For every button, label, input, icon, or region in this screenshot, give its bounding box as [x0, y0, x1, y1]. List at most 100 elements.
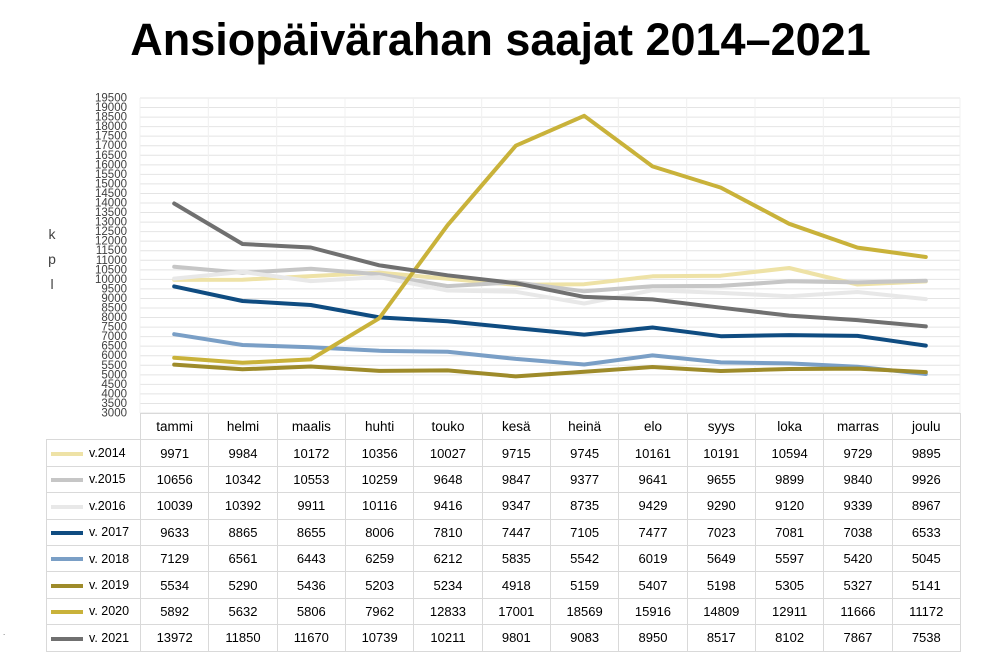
table-cell: 9083: [549, 624, 620, 652]
table-cell: 6259: [344, 544, 415, 573]
table-cell: 10739: [344, 624, 415, 652]
y-axis-label-char: k: [48, 226, 56, 242]
table-row: v. 2018 7129 6561 6443 6259 6212 5835 5542 6019 5…: [46, 544, 961, 573]
legend-entry: v.2015: [46, 465, 141, 494]
table-cell: 7081: [754, 518, 825, 546]
x-tick-label: syys: [686, 412, 756, 441]
x-tick-label: elo: [618, 412, 688, 441]
y-tick-label: 7000: [101, 331, 127, 343]
legend-label: v. 2020: [89, 604, 130, 619]
series-line: [172, 113, 928, 365]
legend-swatch: [51, 636, 83, 641]
table-cell: 10039: [139, 492, 210, 520]
legend-label: v.2014: [89, 446, 126, 461]
y-tick-label: 7500: [101, 322, 127, 334]
table-cell: 10356: [344, 439, 415, 467]
table-cell: 6533: [891, 518, 961, 546]
table-cell: 10553: [276, 465, 346, 494]
table-cell: 7023: [686, 518, 756, 546]
x-tick-label: kesä: [481, 412, 551, 441]
table-cell: 7105: [549, 518, 620, 546]
table-cell: 11666: [823, 597, 893, 626]
y-tick-label: 13000: [95, 217, 127, 229]
table-row: v. 2019 5534 5290 5436 5203 5234 4918 5159 5407 5…: [46, 571, 961, 599]
table-cell: 11850: [208, 624, 278, 652]
y-tick-label: 3500: [101, 398, 127, 410]
y-tick-label: 12000: [95, 236, 127, 248]
y-tick-label: 18500: [95, 112, 127, 124]
table-cell: 7962: [344, 597, 415, 626]
table-cell: 7477: [618, 518, 688, 546]
table-cell: 5806: [276, 597, 346, 626]
table-cell: 9290: [686, 492, 756, 520]
y-tick-label: 15500: [95, 169, 127, 181]
table-cell: 5045: [891, 544, 961, 573]
table-cell: 9648: [413, 465, 483, 494]
table-cell: 9377: [549, 465, 620, 494]
y-tick-label: 19000: [95, 102, 127, 114]
legend-entry: v.2014: [46, 439, 141, 467]
table-cell: 8967: [891, 492, 961, 520]
table-cell: 5141: [891, 571, 961, 599]
y-tick-label: 6000: [101, 350, 127, 362]
x-tick-label: maalis: [276, 412, 346, 441]
table-cell: 18569: [549, 597, 620, 626]
series-line: [172, 332, 928, 376]
table-cell: 6019: [618, 544, 688, 573]
table-cell: 10342: [208, 465, 278, 494]
y-tick-label: 14500: [95, 188, 127, 200]
table-cell: 5436: [276, 571, 346, 599]
table-cell: 10191: [686, 439, 756, 467]
y-axis-label-char: l: [50, 276, 54, 292]
table-cell: 5649: [686, 544, 756, 573]
table-cell: 8102: [754, 624, 825, 652]
x-tick-label: marras: [823, 412, 893, 441]
table-cell: 5835: [481, 544, 551, 573]
x-tick-label: heinä: [549, 412, 620, 441]
table-cell: 8735: [549, 492, 620, 520]
series-line: [172, 269, 928, 306]
table-cell: 6212: [413, 544, 483, 573]
y-tick-label: 5000: [101, 369, 127, 381]
y-tick-label: 14000: [95, 198, 127, 210]
x-tick-label: touko: [413, 412, 483, 441]
table-cell: 9347: [481, 492, 551, 520]
table-row: v. 2021 13972 11850 11670 10739 10211 9801 9083…: [46, 624, 961, 652]
legend-label: v.2015: [89, 472, 126, 487]
table-cell: 14809: [686, 597, 756, 626]
series-line: [172, 362, 928, 379]
legend-swatch: [51, 583, 83, 588]
y-tick-label: 11000: [96, 255, 127, 267]
legend-entry: v. 2017: [46, 518, 141, 546]
y-tick-label: 16000: [95, 159, 127, 171]
legend-label: v. 2018: [89, 551, 130, 566]
table-row: v.2014 9971 9984 10172 10356 10027 9715 9745 101…: [46, 439, 961, 467]
table-cell: 11670: [276, 624, 346, 652]
table-cell: 10594: [754, 439, 825, 467]
table-cell: 17001: [481, 597, 551, 626]
x-tick-label: loka: [754, 412, 825, 441]
series-line: [172, 264, 928, 294]
table-cell: 5198: [686, 571, 756, 599]
table-cell: 9655: [686, 465, 756, 494]
legend-entry: v. 2018: [46, 544, 141, 573]
legend-swatch: [51, 557, 83, 562]
legend-swatch: [51, 610, 83, 615]
x-tick-label: joulu: [891, 412, 961, 441]
table-row: v. 2020 5892 5632 5806 7962 12833 17001 18569 15…: [46, 597, 961, 626]
legend-swatch: [51, 504, 83, 509]
legend-entry: v.2016: [46, 492, 141, 520]
table-cell: 9971: [139, 439, 210, 467]
table-cell: 5407: [618, 571, 688, 599]
table-cell: 10656: [139, 465, 210, 494]
table-cell: 7810: [413, 518, 483, 546]
table-cell: 9895: [891, 439, 961, 467]
table-cell: 9745: [549, 439, 620, 467]
table-cell: 9729: [823, 439, 893, 467]
y-tick-label: 4000: [101, 388, 127, 400]
table-cell: 5203: [344, 571, 415, 599]
x-tick-label: tammi: [139, 412, 210, 441]
table-cell: 10259: [344, 465, 415, 494]
y-tick-label: 15000: [95, 178, 127, 190]
